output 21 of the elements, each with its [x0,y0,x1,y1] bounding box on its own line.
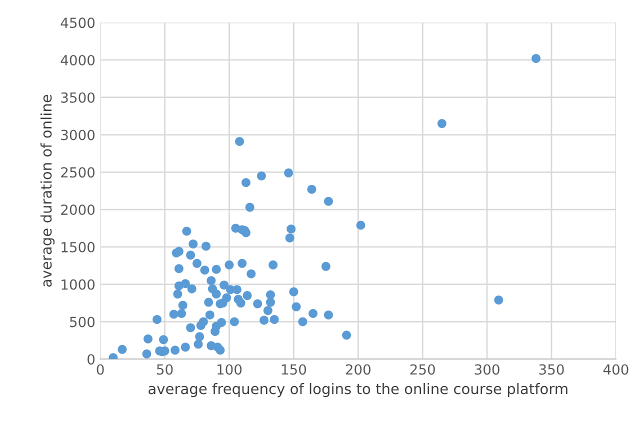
y-tick-label: 4000 [60,54,95,66]
y-tick-label: 500 [70,316,95,328]
y-tick-label: 4500 [60,18,95,28]
x-tick-label: 350 [539,364,564,375]
y-tick-label: 0 [88,354,95,365]
y-axis-title: average duration of online [40,94,55,287]
y-tick-label: 1000 [62,279,95,290]
x-tick-label: 100 [218,364,242,375]
y-tick-label: 1500 [62,242,95,252]
x-tick-label: 400 [603,364,628,375]
y-tick-label: 2000 [61,204,95,216]
y-tick-label: 3500 [61,92,95,103]
x-axis-title: average frequency of logins to the online course platform [148,382,568,398]
x-tick-label: 150 [282,364,306,375]
x-tick-label: 50 [157,364,173,375]
y-tick-label: 2500 [61,167,95,178]
x-tick-label: 0 [96,364,104,375]
x-tick-label: 300 [474,364,500,375]
y-tick-label: 3000 [61,130,95,140]
x-tick-label: 250 [410,364,435,375]
x-tick-label: 200 [346,364,370,375]
